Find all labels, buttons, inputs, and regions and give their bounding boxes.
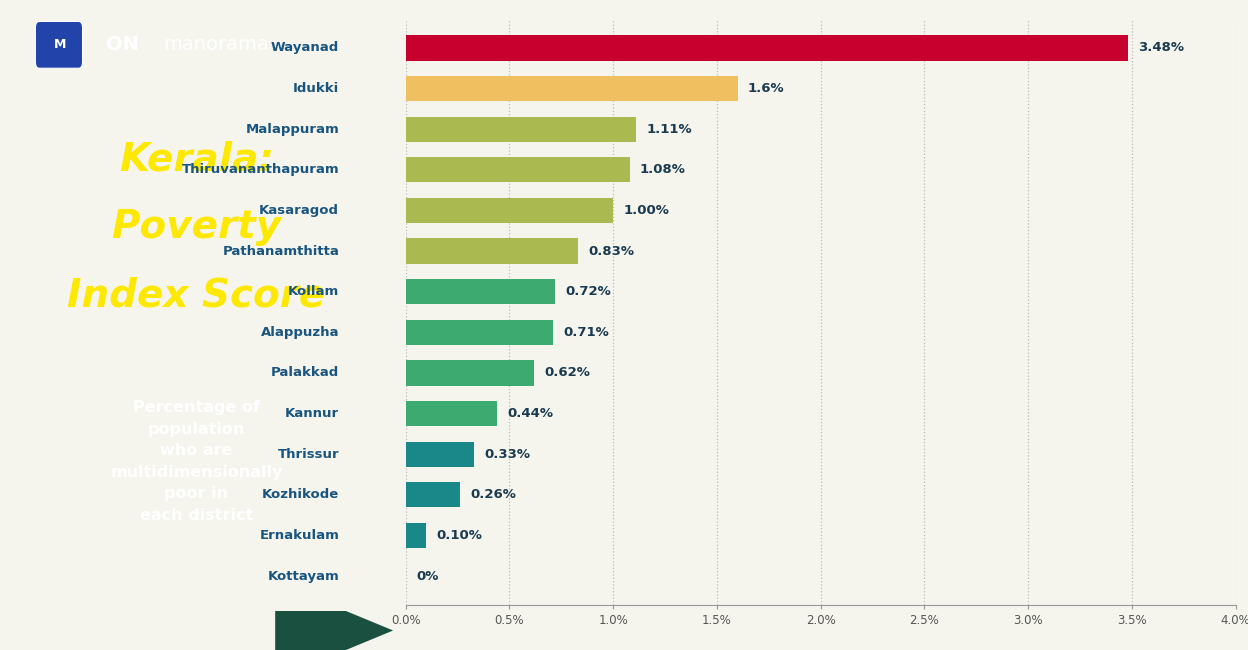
Text: 0%: 0% [416,569,438,582]
Text: Kasaragod: Kasaragod [260,204,339,217]
Polygon shape [275,611,393,650]
Text: Index Score: Index Score [67,277,326,315]
Text: 1.08%: 1.08% [640,163,686,176]
Bar [406,198,613,223]
Text: Thiruvananthapuram: Thiruvananthapuram [181,163,339,176]
Text: Palakkad: Palakkad [271,367,339,380]
Bar [406,35,1128,60]
Text: Percentage of
population
who are
multidimensionally
poor in
each district: Percentage of population who are multidi… [110,400,283,523]
Text: manorama: manorama [163,35,268,55]
Text: Pathanamthitta: Pathanamthitta [222,244,339,257]
Text: Kottayam: Kottayam [267,569,339,582]
Text: 0.26%: 0.26% [470,488,515,501]
Text: 1.6%: 1.6% [748,82,785,95]
Text: 0.33%: 0.33% [484,448,530,461]
Text: 0.72%: 0.72% [565,285,612,298]
FancyBboxPatch shape [35,21,82,68]
Text: 1.00%: 1.00% [624,204,669,217]
Bar [406,157,630,183]
Text: M: M [54,38,66,51]
Text: 0.83%: 0.83% [588,244,634,257]
Text: 3.48%: 3.48% [1138,42,1184,55]
Bar [406,116,636,142]
Bar [406,401,497,426]
Text: ON: ON [106,35,139,55]
Text: 0.71%: 0.71% [563,326,609,339]
Text: Ernakulam: Ernakulam [260,529,339,542]
Bar [406,320,553,345]
Text: Kannur: Kannur [285,407,339,420]
Bar [406,239,578,264]
Text: Kozhikode: Kozhikode [262,488,339,501]
Bar [406,482,459,508]
Text: 1.11%: 1.11% [646,123,691,136]
Bar [406,360,534,385]
Text: Wayanad: Wayanad [271,42,339,55]
Text: Kerala:: Kerala: [119,140,275,178]
Text: 0.44%: 0.44% [507,407,553,420]
Bar [406,523,427,548]
Text: Poverty: Poverty [111,209,282,246]
Bar [406,441,474,467]
Text: Thrissur: Thrissur [277,448,339,461]
Text: 0.62%: 0.62% [544,367,590,380]
Text: 0.10%: 0.10% [437,529,483,542]
Text: Alappuzha: Alappuzha [261,326,339,339]
Text: Idukki: Idukki [293,82,339,95]
Bar [406,76,738,101]
Text: Kollam: Kollam [288,285,339,298]
Text: Malappuram: Malappuram [246,123,339,136]
Bar [406,279,555,304]
